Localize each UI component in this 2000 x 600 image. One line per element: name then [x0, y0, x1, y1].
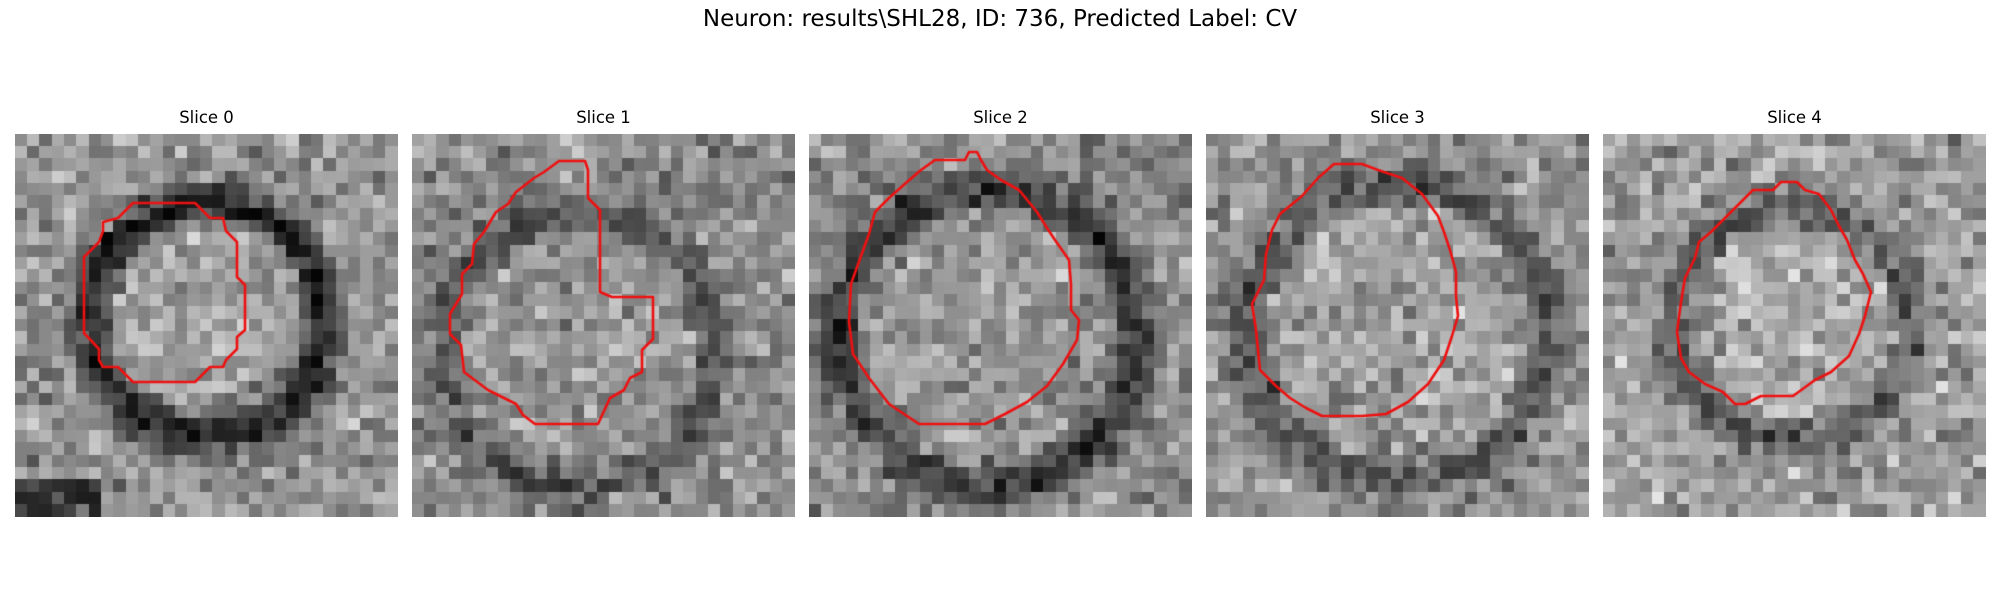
slice-title-3: Slice 3 [1370, 108, 1425, 127]
slice-image-0 [15, 134, 398, 517]
slice-image-3 [1206, 134, 1589, 517]
slice-title-1: Slice 1 [576, 108, 631, 127]
slice-title-4: Slice 4 [1767, 108, 1822, 127]
figure-title: Neuron: results\SHL28, ID: 736, Predicte… [702, 6, 1298, 32]
slice-panel-1: Slice 1 [412, 108, 795, 517]
slice-panel-3: Slice 3 [1206, 108, 1589, 517]
slice-panel-4: Slice 4 [1603, 108, 1986, 517]
slice-image-2 [809, 134, 1192, 517]
slice-panel-0: Slice 0 [15, 108, 398, 517]
slice-image-1 [412, 134, 795, 517]
slice-title-2: Slice 2 [973, 108, 1028, 127]
slice-panel-2: Slice 2 [809, 108, 1192, 517]
slice-image-4 [1603, 134, 1986, 517]
slice-title-0: Slice 0 [179, 108, 234, 127]
